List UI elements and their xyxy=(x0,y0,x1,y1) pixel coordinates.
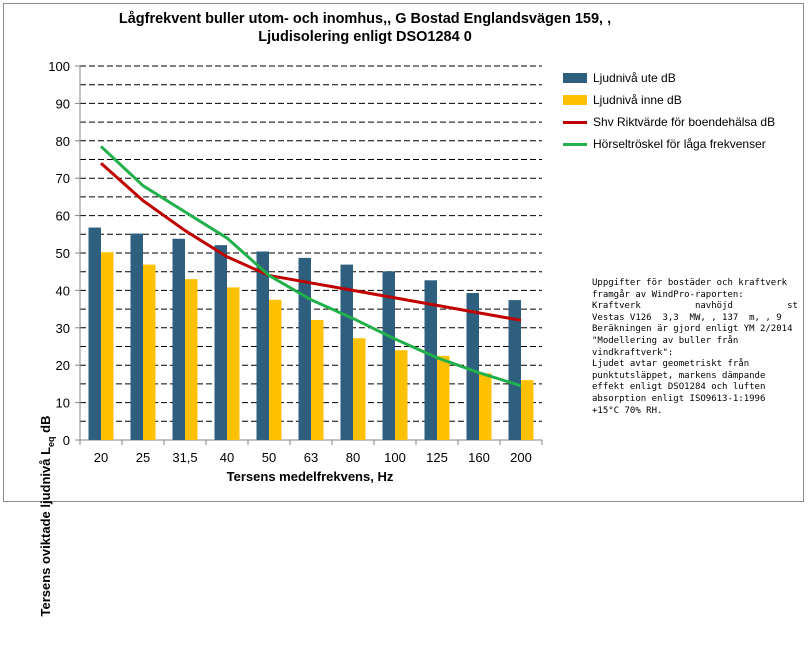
bar-ute xyxy=(130,233,143,440)
chart-title-line: Lågfrekvent buller utom- och inomhus,, G… xyxy=(118,11,612,27)
annotation-text: Uppgifter för bostäder och kraftverk fra… xyxy=(592,278,798,416)
series-line-riktvarde xyxy=(100,162,522,322)
bar-inne xyxy=(479,373,492,440)
chart-title-line: Ljudisolering enligt DSO1284 0 xyxy=(258,29,472,45)
legend-item: Ljudnivå ute dB xyxy=(563,67,803,89)
bar-ute xyxy=(508,300,521,440)
legend-label: Hörseltröskel för låga frekvenser xyxy=(593,137,766,151)
x-axis-label: Tersens medelfrekvens, Hz xyxy=(226,469,394,484)
bar-inne xyxy=(143,264,156,440)
x-tick-label: 50 xyxy=(262,450,276,465)
y-axis-label-sub: eq xyxy=(45,436,56,447)
y-axis-label: Tersens oviktade ljudnivå Leq dB xyxy=(38,366,56,666)
bar-ute xyxy=(340,264,353,440)
x-tick-label: 31,5 xyxy=(172,450,197,465)
bar-inne xyxy=(395,350,408,440)
legend-swatch xyxy=(563,73,587,83)
x-tick-label: 40 xyxy=(220,450,234,465)
y-tick-label: 40 xyxy=(56,283,70,298)
legend-label: Ljudnivå inne dB xyxy=(593,93,682,107)
bar-inne xyxy=(227,287,240,440)
x-tick-label: 100 xyxy=(384,450,406,465)
legend-item: Ljudnivå inne dB xyxy=(563,89,803,111)
bar-ute xyxy=(424,280,437,440)
bar-ute xyxy=(88,227,101,440)
bar-inne xyxy=(185,279,198,440)
bar-inne xyxy=(521,380,534,440)
bar-ute xyxy=(214,245,227,440)
legend-item: Hörseltröskel för låga frekvenser xyxy=(563,133,803,155)
legend-item: Shv Riktvärde för boendehälsa dB xyxy=(563,111,803,133)
y-tick-label: 0 xyxy=(63,433,70,448)
y-tick-label: 10 xyxy=(56,396,70,411)
x-tick-label: 160 xyxy=(468,450,490,465)
bar-inne xyxy=(353,338,366,440)
legend-swatch xyxy=(563,95,587,105)
legend-label: Shv Riktvärde för boendehälsa dB xyxy=(593,115,776,129)
bar-inne xyxy=(101,252,114,440)
x-tick-label: 200 xyxy=(510,450,532,465)
y-tick-label: 30 xyxy=(56,321,70,336)
chart-plot: 0 10 20 30 40 50 60 70 80 90 100 20 25 31,5 40 50 63 80 10… xyxy=(48,59,543,465)
legend-swatch xyxy=(563,120,587,124)
series-line-horseltroskel xyxy=(99,145,522,388)
x-tick-label: 63 xyxy=(304,450,318,465)
bar-ute xyxy=(382,271,395,440)
y-tick-label: 90 xyxy=(56,96,70,111)
bar-inne xyxy=(311,319,324,440)
bar-ute xyxy=(298,257,311,440)
bar-inne xyxy=(269,299,282,440)
y-tick-label: 70 xyxy=(56,171,70,186)
legend: Ljudnivå ute dB Ljudnivå inne dB Shv Riktv… xyxy=(563,67,803,155)
bar-ute xyxy=(466,293,479,440)
y-axis-label-unit: dB xyxy=(38,415,54,437)
legend-label: Ljudnivå ute dB xyxy=(593,71,676,85)
legend-swatch xyxy=(563,142,587,146)
x-tick-label: 80 xyxy=(346,450,360,465)
y-tick-label: 100 xyxy=(48,59,70,74)
bar-ute xyxy=(172,238,185,440)
y-tick-label: 20 xyxy=(56,358,70,373)
y-tick-label: 50 xyxy=(56,246,70,261)
x-tick-label: 125 xyxy=(426,450,448,465)
chart-title: Lågfrekvent buller utom- och inomhus,, G… xyxy=(40,10,690,46)
y-tick-label: 80 xyxy=(56,134,70,149)
bar-inne xyxy=(437,355,450,440)
y-axis-label-main: Tersens oviktade ljudnivå L xyxy=(38,446,54,617)
x-tick-label: 25 xyxy=(136,450,150,465)
bar-ute xyxy=(256,251,269,440)
y-tick-label: 60 xyxy=(56,209,70,224)
x-tick-label: 20 xyxy=(94,450,108,465)
